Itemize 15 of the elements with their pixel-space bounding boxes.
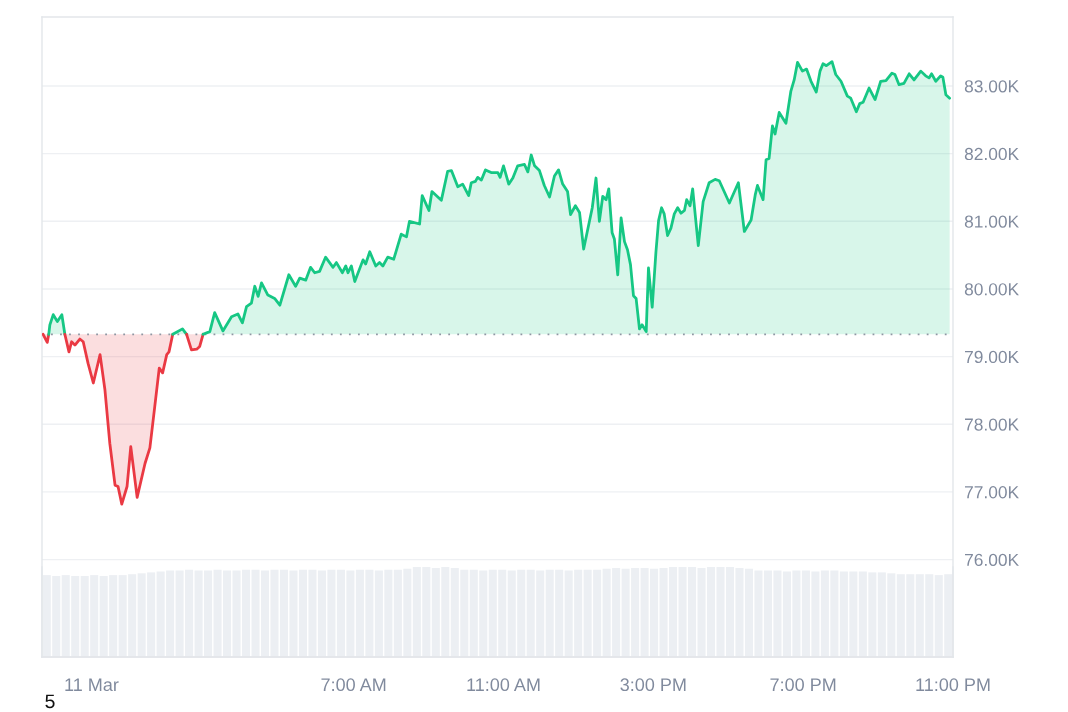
x-tick-label: 7:00 PM (770, 678, 836, 692)
y-tick-label: 79.00K (965, 350, 1019, 364)
x-tick-label: 7:00 AM (321, 678, 386, 692)
y-tick-label: 82.00K (964, 147, 1019, 161)
text: 5 (45, 694, 55, 709)
x-tick-label: 3:00 PM (620, 678, 686, 692)
y-tick-label: 83.00K (964, 80, 1019, 93)
x-tick-label: 11:00 AM (467, 678, 540, 692)
y-tick-label: 76.00K (965, 553, 1019, 567)
y-tick-label: 77.00K (965, 486, 1019, 499)
y-tick-label: 81.00K (964, 215, 1019, 228)
x-tick-label: 11 Mar (65, 678, 119, 692)
y-tick-label: 78.00K (965, 418, 1019, 431)
y-tick-label: 80.00K (964, 283, 1019, 296)
x-tick-label: 11:00 PM (916, 678, 990, 692)
